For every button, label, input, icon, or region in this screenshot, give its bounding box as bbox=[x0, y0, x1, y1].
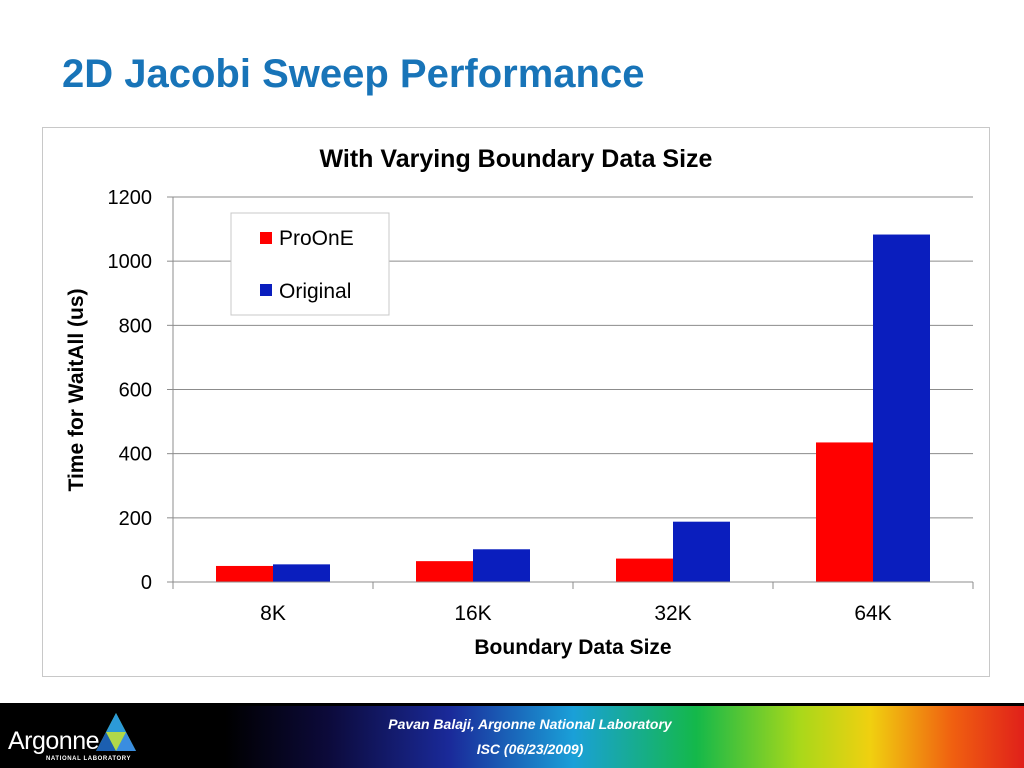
legend-box bbox=[230, 212, 390, 316]
bar-original-8k bbox=[273, 564, 330, 582]
y-tick-label: 1200 bbox=[108, 187, 153, 209]
y-axis-label: Time for WaitAll (us) bbox=[65, 288, 88, 491]
y-tick-label: 400 bbox=[119, 444, 152, 466]
legend-label-original: Original bbox=[279, 280, 351, 303]
legend: ProOnE Original bbox=[230, 212, 390, 316]
y-tick-label: 200 bbox=[119, 508, 152, 530]
bars bbox=[216, 234, 930, 582]
x-tick-label: 16K bbox=[454, 602, 491, 625]
x-tick-label: 32K bbox=[654, 602, 691, 625]
bar-proone-64k bbox=[816, 442, 873, 582]
logo-subtitle: NATIONAL LABORATORY bbox=[46, 756, 132, 762]
slide-title: 2D Jacobi Sweep Performance bbox=[62, 52, 645, 96]
y-tick-label: 1000 bbox=[108, 251, 153, 273]
logo-wordmark: Argonne bbox=[8, 727, 100, 755]
bar-proone-8k bbox=[216, 565, 273, 582]
footer-author: Pavan Balaji, Argonne National Laborator… bbox=[388, 716, 672, 732]
footer-divider bbox=[0, 703, 1024, 706]
legend-swatch-proone bbox=[260, 232, 272, 244]
footer-bar: Argonne NATIONAL LABORATORY Pavan Balaji… bbox=[0, 703, 1024, 768]
y-tick-label: 800 bbox=[119, 315, 152, 337]
bar-proone-16k bbox=[416, 561, 473, 582]
x-axis-label: Boundary Data Size bbox=[474, 636, 671, 659]
bar-original-32k bbox=[673, 521, 730, 582]
legend-swatch-original bbox=[260, 284, 272, 296]
chart-frame bbox=[42, 127, 990, 677]
x-tick-label: 8K bbox=[260, 602, 286, 625]
bar-proone-32k bbox=[616, 558, 673, 582]
x-tick-label: 64K bbox=[854, 602, 891, 625]
footer-event: ISC (06/23/2009) bbox=[476, 741, 584, 757]
axes: 0 200 400 600 800 1000 1200 8K 16K 32K 64K bbox=[108, 187, 974, 625]
gridlines bbox=[173, 196, 973, 519]
y-tick-label: 0 bbox=[141, 572, 152, 594]
bar-original-64k bbox=[873, 234, 930, 582]
argonne-triangle-icon bbox=[96, 713, 136, 751]
argonne-logo: Argonne NATIONAL LABORATORY bbox=[6, 711, 136, 763]
legend-label-proone: ProOnE bbox=[279, 227, 354, 250]
chart-title: With Varying Boundary Data Size bbox=[320, 145, 713, 173]
y-tick-label: 600 bbox=[119, 380, 152, 402]
bar-original-16k bbox=[473, 549, 530, 582]
